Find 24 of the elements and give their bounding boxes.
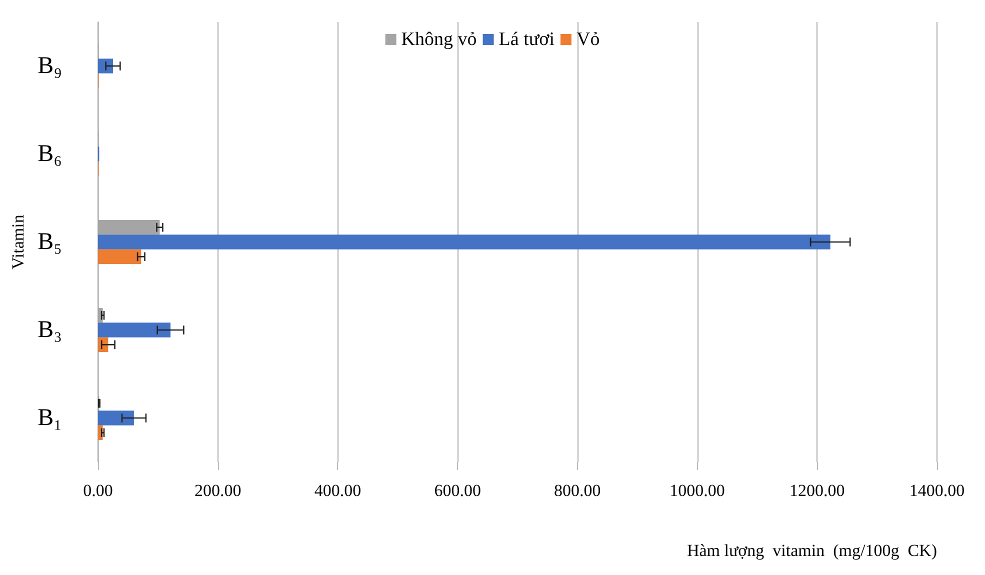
bar [98,410,134,426]
bar [98,58,113,74]
x-tick-label: 200.00 [194,481,242,500]
bar [98,234,830,250]
bar [98,220,160,235]
y-tick-label: B₅ [38,229,62,255]
legend-label: Vỏ [576,29,600,50]
x-tick-label: 400.00 [314,481,362,500]
legend-label: Không vỏ [401,29,477,50]
x-axis-title: Hàm lượng vitamin (mg/100g CK) [686,541,937,560]
x-tick-label: 1400.00 [909,481,965,500]
x-tick-label: 0.00 [83,481,113,500]
y-tick-label: B₃ [38,317,62,343]
x-tick-label: 1200.00 [790,481,845,500]
x-tick-label: 800.00 [554,481,601,500]
bar [98,249,142,264]
bar [98,322,171,338]
legend-label: Lá tươi [498,29,554,50]
y-tick-label: B₆ [38,141,62,167]
x-tick-label: 1000.00 [670,481,725,500]
y-tick-label: B₁ [38,405,62,431]
y-tick-label: B₉ [38,53,62,79]
y-axis-title: Vitamin [8,214,28,270]
x-tick-label: 600.00 [434,481,481,500]
